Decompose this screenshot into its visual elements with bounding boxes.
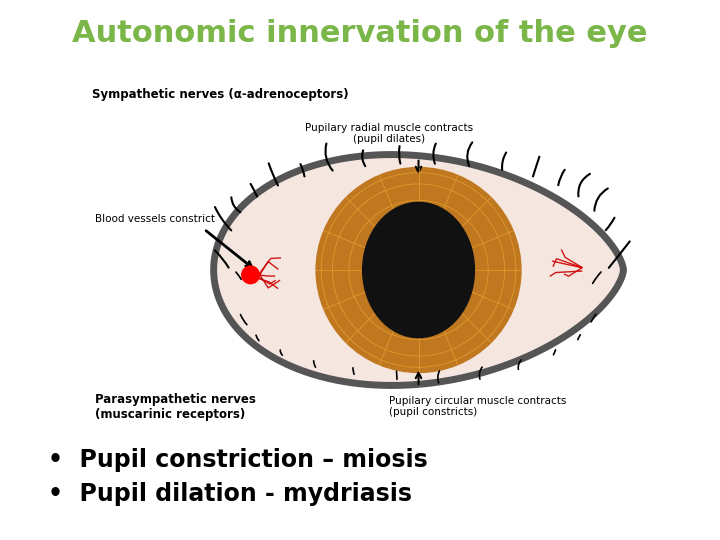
Text: Parasympathetic nerves
(muscarinic receptors): Parasympathetic nerves (muscarinic recep…: [94, 393, 256, 421]
Text: Pupilary radial muscle contracts
(pupil dilates): Pupilary radial muscle contracts (pupil …: [305, 123, 473, 144]
Text: •  Pupil dilation - mydriasis: • Pupil dilation - mydriasis: [48, 482, 412, 507]
Circle shape: [242, 266, 259, 284]
Text: Autonomic innervation of the eye: Autonomic innervation of the eye: [72, 19, 648, 49]
Text: •  Pupil constriction – miosis: • Pupil constriction – miosis: [48, 448, 428, 472]
Circle shape: [316, 167, 521, 373]
Polygon shape: [214, 154, 624, 386]
Ellipse shape: [362, 202, 475, 338]
Text: Blood vessels constrict: Blood vessels constrict: [94, 214, 215, 224]
Text: Sympathetic nerves (α-adrenoceptors): Sympathetic nerves (α-adrenoceptors): [91, 88, 348, 101]
Text: Pupilary circular muscle contracts
(pupil constricts): Pupilary circular muscle contracts (pupi…: [390, 396, 567, 417]
